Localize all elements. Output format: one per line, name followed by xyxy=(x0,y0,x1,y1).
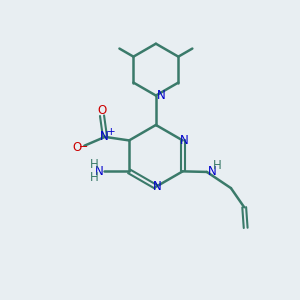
Text: N: N xyxy=(94,165,103,178)
Text: H: H xyxy=(213,159,221,172)
Text: N: N xyxy=(153,180,162,193)
Text: O: O xyxy=(98,104,107,117)
Text: N: N xyxy=(208,165,217,178)
Text: N: N xyxy=(157,89,166,102)
Text: −: − xyxy=(79,142,88,152)
Text: H: H xyxy=(89,171,98,184)
Text: H: H xyxy=(89,158,98,171)
Text: N: N xyxy=(100,130,109,143)
Text: +: + xyxy=(107,127,116,136)
Text: N: N xyxy=(180,134,188,147)
Text: O: O xyxy=(72,141,82,154)
